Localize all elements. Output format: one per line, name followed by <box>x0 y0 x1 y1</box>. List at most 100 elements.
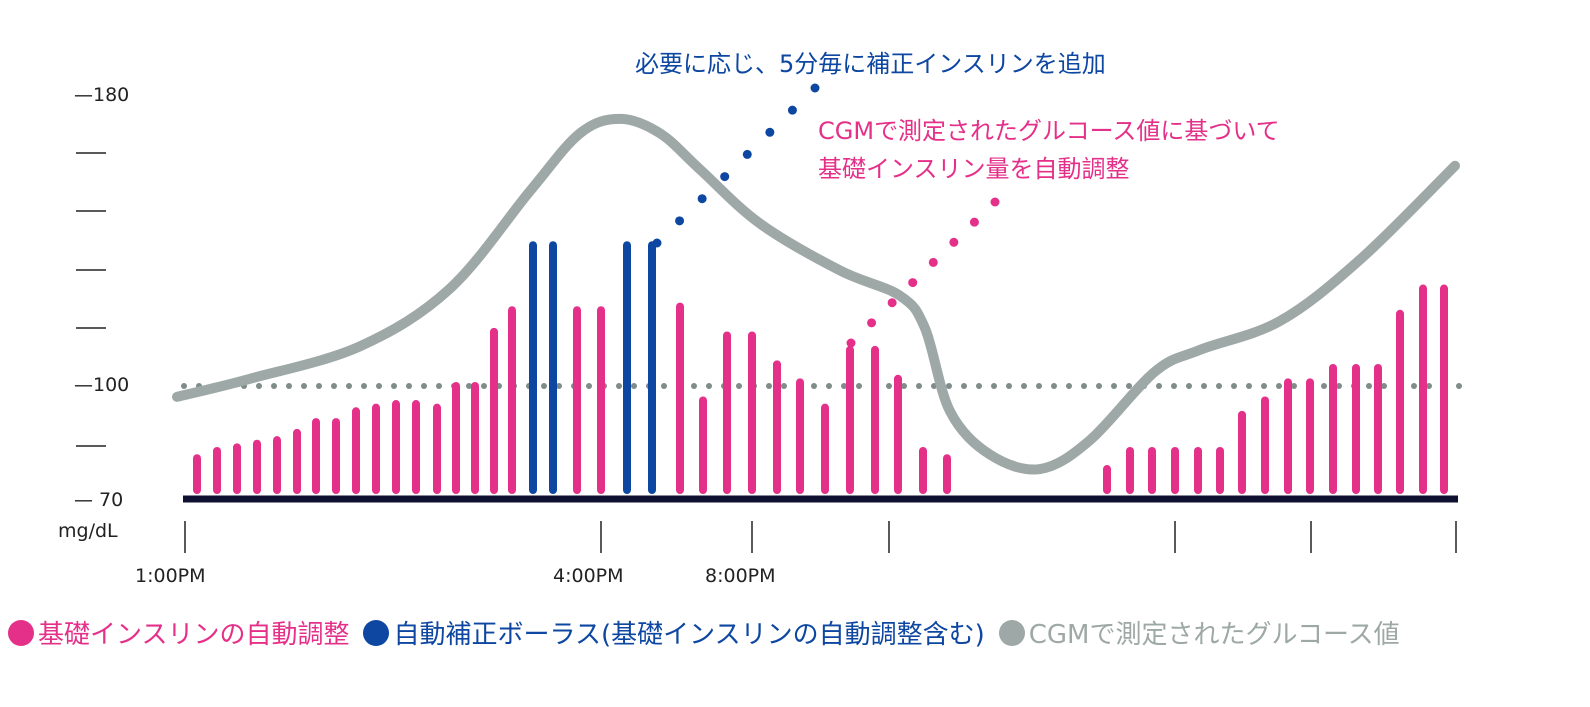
reference-line-dot <box>1276 383 1282 389</box>
reference-line-dot <box>1066 383 1072 389</box>
reference-line-dot <box>631 383 637 389</box>
bolus-annotation-leader-dot <box>697 194 707 204</box>
reference-line-dot <box>331 383 337 389</box>
basal-annotation-leader-dot <box>969 217 979 227</box>
reference-line-dot <box>1006 383 1012 389</box>
x-tick-label-1pm: 1:00PM <box>135 565 206 587</box>
reference-line-dot <box>556 383 562 389</box>
basal-annotation-leader-dot <box>949 237 959 247</box>
bolus-annotation-leader-dot <box>787 105 797 115</box>
legend-label: 自動補正ボーラス(基礎インスリンの自動調整含む) <box>393 620 985 650</box>
legend-item-basal: 基礎インスリンの自動調整 <box>8 614 349 651</box>
reference-line-dot <box>1126 383 1132 389</box>
reference-line-dot <box>1081 383 1087 389</box>
reference-line-dot <box>361 383 367 389</box>
reference-line-dot <box>271 383 277 389</box>
reference-line-dot <box>391 383 397 389</box>
reference-line-dot <box>916 383 922 389</box>
reference-line-dot <box>781 383 787 389</box>
bolus-annotation-leader-dot <box>765 127 775 137</box>
reference-line-dot <box>1096 383 1102 389</box>
reference-line-dot <box>811 383 817 389</box>
reference-line-dot <box>1246 383 1252 389</box>
bolus-annotation-leader-dot <box>742 149 752 159</box>
annotation-basal-line2: 基礎インスリン量を自動調整 <box>818 155 1130 183</box>
pink-dot-icon <box>8 619 34 646</box>
reference-line-dot <box>1321 383 1327 389</box>
blue-dot-icon <box>363 619 390 646</box>
reference-line-dot <box>856 383 862 389</box>
reference-line-dot <box>826 383 832 389</box>
reference-line-dot <box>1366 383 1372 389</box>
basal-annotation-leader-dot <box>908 278 918 288</box>
legend-item-cgm: CGMで測定されたグルコース値 <box>998 614 1400 651</box>
reference-line-dot <box>1186 383 1192 389</box>
basal-annotation-leader-dot <box>928 257 938 267</box>
annotation-basal-line1: CGMで測定されたグルコース値に基づいて <box>818 117 1280 145</box>
bolus-annotation-leader-dot <box>720 172 730 182</box>
annotation-correction-bolus: 必要に応じ、5分毎に補正インスリンを追加 <box>635 50 1106 78</box>
annotation-basal-adjust: CGMで測定されたグルコース値に基づいて 基礎インスリン量を自動調整 <box>818 112 1280 188</box>
reference-line-dot <box>1156 383 1162 389</box>
reference-line-dot <box>1021 383 1027 389</box>
basal-annotation-leader-dot <box>867 318 877 328</box>
reference-line-dot <box>1426 383 1432 389</box>
reference-line-dot <box>406 383 412 389</box>
reference-line-dot <box>616 383 622 389</box>
reference-line-dot <box>316 383 322 389</box>
reference-line-dot <box>976 383 982 389</box>
reference-line-dot <box>376 383 382 389</box>
reference-line-dot <box>301 383 307 389</box>
reference-line-dot <box>1411 383 1417 389</box>
legend-label: 基礎インスリンの自動調整 <box>38 620 350 650</box>
reference-line-dot <box>1381 383 1387 389</box>
basal-annotation-leader-dot <box>990 197 1000 207</box>
reference-line-dot <box>841 383 847 389</box>
legend-label: CGMで測定されたグルコース値 <box>1028 620 1400 650</box>
reference-line-dot <box>1201 383 1207 389</box>
reference-line-dot <box>1336 383 1342 389</box>
reference-line-dot <box>436 383 442 389</box>
y-tick-label-70: — 70 <box>74 489 124 511</box>
reference-line-dot <box>1216 383 1222 389</box>
reference-line-dot <box>1231 383 1237 389</box>
reference-line-dot <box>946 383 952 389</box>
reference-line-dot <box>586 383 592 389</box>
bolus-annotation-leader-dot <box>675 216 685 226</box>
reference-line-dot <box>736 383 742 389</box>
y-axis-unit: mg/dL <box>58 520 118 542</box>
reference-line-dot <box>466 383 472 389</box>
reference-line-dot <box>661 383 667 389</box>
reference-line-dot <box>1171 383 1177 389</box>
reference-line-dot <box>256 383 262 389</box>
bolus-annotation-leader-dot <box>652 238 662 248</box>
legend: 基礎インスリンの自動調整 自動補正ボーラス(基礎インスリンの自動調整含む) CG… <box>8 614 1400 651</box>
reference-line-dot <box>1261 383 1267 389</box>
reference-line-dot <box>991 383 997 389</box>
reference-line-dot <box>1111 383 1117 389</box>
legend-item-bolus: 自動補正ボーラス(基礎インスリンの自動調整含む) <box>363 614 985 651</box>
reference-line-dot <box>886 383 892 389</box>
glucose-line <box>172 113 1460 475</box>
reference-line-dot <box>1051 383 1057 389</box>
reference-line-dot <box>481 383 487 389</box>
reference-line-dot <box>421 383 427 389</box>
reference-line-dot <box>901 383 907 389</box>
y-tick-label-180: —180 <box>74 84 130 106</box>
reference-line-dot <box>1036 383 1042 389</box>
reference-line-dot <box>286 383 292 389</box>
reference-line-dot <box>691 383 697 389</box>
x-tick-label-8pm: 8:00PM <box>705 565 776 587</box>
reference-line-dot <box>1291 383 1297 389</box>
reference-line-dot <box>1456 383 1462 389</box>
y-tick-label-100: —100 <box>74 374 130 396</box>
reference-line-dot <box>181 383 187 389</box>
x-tick-label-4pm: 4:00PM <box>553 565 624 587</box>
reference-line-dot <box>541 383 547 389</box>
basal-annotation-leader-dot <box>887 298 897 308</box>
reference-line-dot <box>766 383 772 389</box>
reference-line-dot <box>706 383 712 389</box>
bolus-annotation-leader-dot <box>810 83 820 93</box>
basal-annotation-leader-dot <box>846 338 856 348</box>
